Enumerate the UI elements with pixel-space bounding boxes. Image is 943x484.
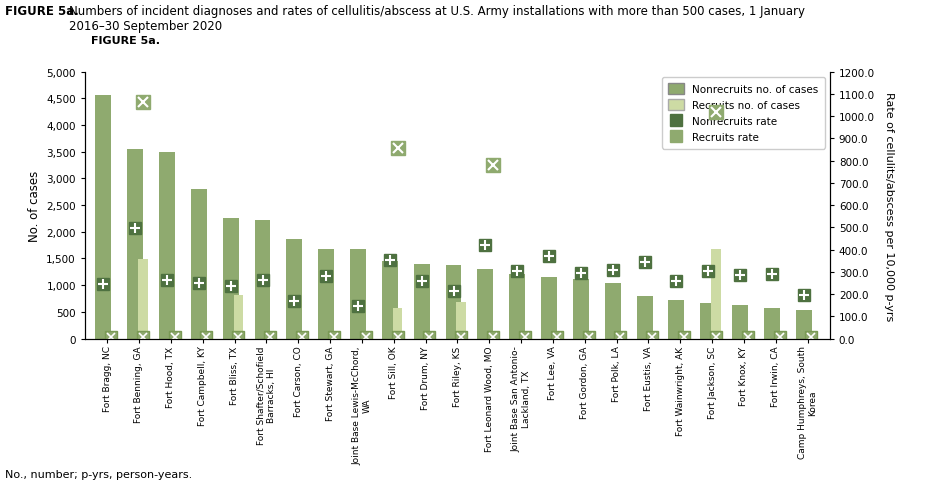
- Y-axis label: Rate of cellulits/abscess per 10,000 p-yrs: Rate of cellulits/abscess per 10,000 p-y…: [885, 91, 895, 320]
- Bar: [509, 275, 525, 339]
- Bar: [223, 218, 239, 339]
- Bar: [477, 269, 493, 339]
- Bar: [446, 266, 461, 339]
- Bar: [382, 261, 398, 339]
- Bar: [318, 249, 334, 339]
- Bar: [95, 95, 111, 339]
- Text: No., number; p-yrs, person-years.: No., number; p-yrs, person-years.: [5, 469, 192, 479]
- Bar: [159, 152, 175, 339]
- Bar: [541, 277, 557, 339]
- Bar: [669, 301, 685, 339]
- Bar: [732, 306, 748, 339]
- Bar: [637, 297, 653, 339]
- Legend: Nonrecruits no. of cases, Recruits no. of cases, Nonrecruits rate, Recruits rate: Nonrecruits no. of cases, Recruits no. o…: [662, 78, 824, 149]
- Bar: [796, 310, 812, 339]
- Bar: [764, 308, 780, 339]
- Text: FIGURE 5a.: FIGURE 5a.: [5, 5, 78, 18]
- Bar: [255, 221, 271, 339]
- Bar: [350, 249, 366, 339]
- Bar: [414, 264, 430, 339]
- Bar: [711, 249, 720, 339]
- Bar: [127, 149, 143, 339]
- Bar: [287, 239, 303, 339]
- Text: FIGURE 5a.: FIGURE 5a.: [91, 36, 160, 46]
- Bar: [701, 303, 716, 339]
- Bar: [234, 295, 243, 339]
- Bar: [456, 302, 466, 339]
- Bar: [138, 259, 148, 339]
- Bar: [392, 308, 403, 339]
- Text: Numbers of incident diagnoses and rates of cellulitis/abscess at U.S. Army insta: Numbers of incident diagnoses and rates …: [69, 5, 804, 33]
- Bar: [573, 279, 588, 339]
- Y-axis label: No. of cases: No. of cases: [27, 170, 41, 241]
- Bar: [190, 190, 207, 339]
- Bar: [604, 284, 620, 339]
